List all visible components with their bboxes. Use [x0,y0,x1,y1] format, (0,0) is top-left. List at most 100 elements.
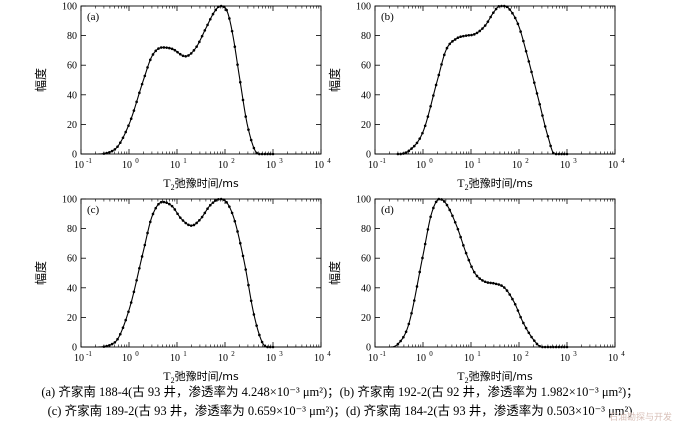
data-point [489,15,492,19]
x-tick-exponent: 4 [621,157,625,165]
data-point [511,297,514,301]
data-point [412,144,416,148]
data-point [522,321,525,325]
data-point [258,333,261,337]
x-tick-label: 10 [608,160,618,171]
data-point [459,235,462,239]
data-point [271,345,275,349]
data-point [173,48,177,52]
y-tick-label: 100 [356,2,371,13]
x-tick-label: 10 [608,353,618,364]
panel-label: (c) [87,204,100,216]
y-tick-label: 40 [67,283,77,294]
data-point [108,150,111,154]
y-tick-label: 20 [361,120,371,131]
data-point [451,40,454,43]
y-tick-label: 60 [361,254,371,265]
x-tick-exponent: 3 [573,157,577,165]
data-point [552,151,555,155]
data-point [238,80,242,84]
data-point [470,265,473,269]
data-point [434,200,438,204]
series-line [375,198,615,348]
data-point [241,98,245,102]
data-point [538,345,542,348]
x-tick-exponent: 3 [279,157,283,165]
x-axis-label: T2弛豫时间/ms [163,176,239,192]
data-point [187,54,190,57]
data-point [481,27,484,30]
data-point [258,152,261,156]
data-point [462,34,465,38]
data-point [448,42,452,46]
x-tick-exponent: 0 [135,157,139,165]
chart-panel-2: 10 -1 10 0 10 1 10 2 10 3 10 4020406080100幅度T2弛豫时间/… [327,2,625,193]
y-tick-label: 40 [67,90,77,101]
data-point [271,152,275,156]
data-point [198,218,201,222]
x-tick-exponent: 4 [621,350,625,358]
data-point [543,125,547,128]
data-point [162,46,166,49]
data-point [560,152,563,156]
data-point [560,345,563,349]
y-tick-label: 80 [361,31,371,42]
x-tick-label: 10 [560,353,570,364]
data-point [475,274,479,278]
series-line [81,198,321,348]
y-axis-label: 幅度 [33,261,48,285]
x-tick-exponent: 4 [327,157,331,165]
data-point [165,201,168,205]
data-point [263,344,267,348]
x-tick-exponent: 4 [327,350,331,358]
data-point [116,145,119,148]
data-point [423,242,427,246]
data-point [508,293,512,296]
data-point [522,39,525,43]
x-tick-exponent: 1 [183,350,187,358]
data-point [230,211,234,215]
data-point [184,55,188,58]
data-point [562,152,566,156]
y-tick-label: 0 [366,343,371,354]
panel-label: (d) [381,204,394,216]
x-tick-exponent: -1 [86,157,92,165]
data-point [203,29,207,32]
data-point [116,337,119,341]
data-point [549,144,552,148]
data-point [132,290,136,294]
data-point [513,302,517,306]
data-point [151,53,155,56]
chart-panel-3: 10 -1 10 0 10 1 10 2 10 3 10 4020406080100幅度T2弛豫时间/… [33,195,331,386]
data-point [206,207,209,210]
data-point [247,283,250,287]
data-point [464,251,468,255]
data-point [456,227,460,231]
data-point [418,270,422,274]
data-point [206,23,209,27]
data-point [421,256,424,260]
data-point [105,344,108,348]
data-point [442,200,446,203]
data-point [432,94,435,97]
x-tick-label: 10 [368,353,378,364]
data-point [252,313,256,316]
plot-frame [374,5,616,155]
x-tick-exponent: 2 [231,157,235,165]
data-point [181,54,185,58]
x-tick-label: 10 [266,353,276,364]
data-point [543,345,547,349]
data-point [260,340,264,344]
data-point [524,326,528,330]
data-point [228,17,231,20]
data-point [541,345,544,349]
data-point [470,33,473,37]
x-tick-label: 10 [560,160,570,171]
data-point [440,63,443,66]
data-point [208,203,212,207]
data-point [200,34,204,38]
data-point [108,343,111,347]
x-tick-label: 10 [170,160,180,171]
data-point [203,211,207,215]
y-axis-label: 幅度 [327,261,342,285]
